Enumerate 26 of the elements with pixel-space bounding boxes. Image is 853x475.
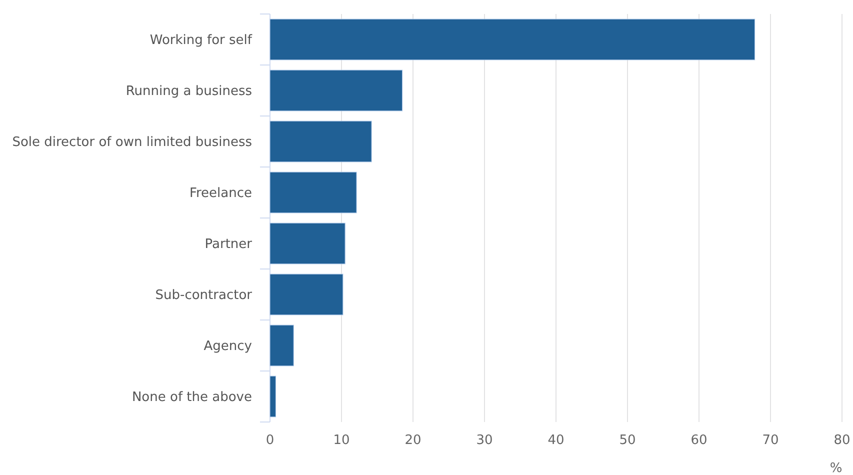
x-axis-title: %: [830, 461, 842, 475]
x-tick-label: 10: [333, 433, 350, 448]
bar: [270, 120, 372, 162]
y-tick-label: Working for self: [150, 33, 252, 48]
x-tick-label: 0: [266, 433, 274, 448]
y-tick-label: Partner: [204, 237, 253, 252]
bar: [270, 324, 294, 366]
y-tick-label: Sub-contractor: [155, 288, 253, 304]
x-tick-label: 70: [762, 433, 779, 448]
y-tick-label: Freelance: [189, 186, 252, 202]
x-tick-label: 80: [834, 433, 850, 448]
y-tick-label: None of the above: [132, 390, 252, 406]
bar: [270, 172, 357, 214]
x-tick-label: 60: [690, 433, 708, 448]
y-tick-label: Running a business: [126, 84, 252, 100]
x-tick-label: 30: [476, 433, 493, 448]
bar: [270, 18, 756, 60]
bar: [270, 70, 403, 112]
bar: [270, 376, 276, 418]
bar: [270, 274, 344, 316]
x-tick-label: 20: [404, 433, 422, 448]
bar: [270, 222, 346, 264]
x-tick-label: 40: [548, 433, 564, 448]
y-tick-label: Sole director of own limited business: [12, 135, 252, 150]
y-tick-label: Agency: [204, 339, 252, 354]
x-tick-label: 50: [619, 433, 636, 448]
